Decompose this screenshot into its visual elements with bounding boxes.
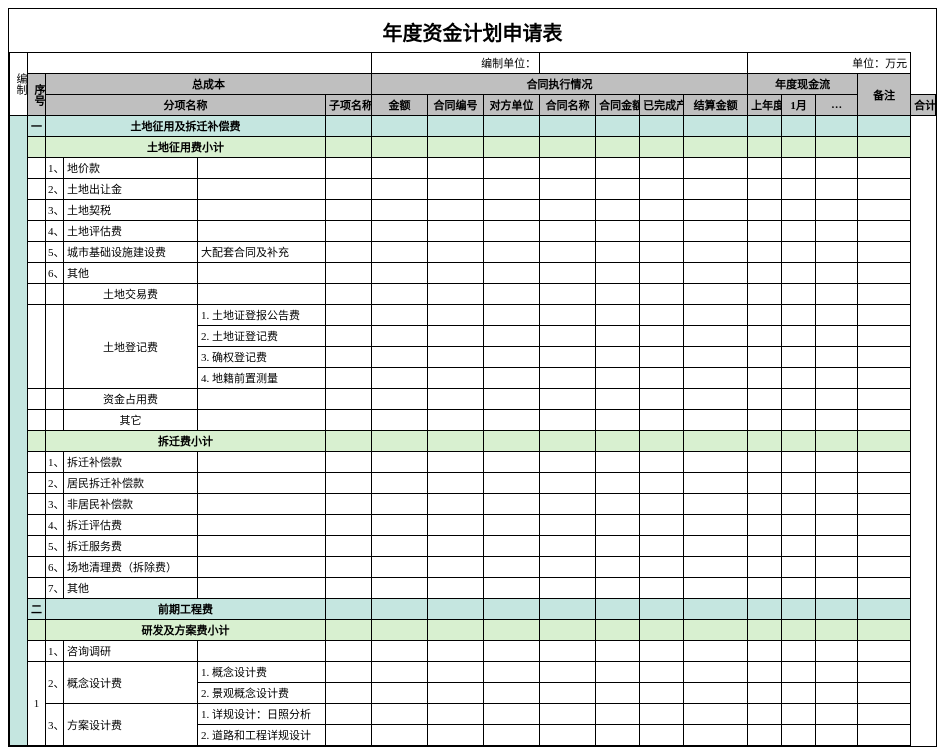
section-1a: 土地征用费小计 <box>10 137 936 158</box>
col-category: 分项名称 <box>46 95 326 116</box>
row-d7: 7、其他 <box>10 578 936 599</box>
section-2-title: 前期工程费 <box>46 599 326 620</box>
org-label: 编制单位： <box>372 53 540 74</box>
group-contract: 合同执行情况 <box>372 74 748 95</box>
row-p3a: 3、方案设计费1. 详规设计：日照分析 <box>10 704 936 725</box>
col-counterparty: 对方单位 <box>484 95 540 116</box>
row-d2: 2、居民拆迁补偿款 <box>10 473 936 494</box>
row-r4: 4、土地评估费 <box>10 221 936 242</box>
group-cost: 总成本 <box>46 74 372 95</box>
page-container: 年度资金计划申请表 编制 编制单位： 单位：万元 序号 总成本 合同执行情况 年… <box>8 8 937 747</box>
col-prev-cum-paid: 上年度累计已付金额 <box>748 95 782 116</box>
row-d1: 1、拆迁补偿款 <box>10 452 936 473</box>
serial-header: 序号 <box>28 74 46 116</box>
row-d3: 3、非居民补偿款 <box>10 494 936 515</box>
row-d4: 4、拆迁评估费 <box>10 515 936 536</box>
section-1a-title: 土地征用费小计 <box>46 137 326 158</box>
section-2a-title: 研发及方案费小计 <box>46 620 326 641</box>
col-month1: 1月 <box>782 95 816 116</box>
row-r6d: 其它 <box>10 410 936 431</box>
row-r1: 1、地价款 <box>10 158 936 179</box>
page-title: 年度资金计划申请表 <box>9 17 936 46</box>
col-amount: 金额 <box>372 95 428 116</box>
section-2-idx: 二 <box>28 599 46 620</box>
header-row-1: 序号 总成本 合同执行情况 年度现金流 备注 <box>10 74 936 95</box>
section-1b-title: 拆迁费小计 <box>46 431 326 452</box>
row-d6: 6、场地清理费（拆除费） <box>10 557 936 578</box>
meta-row: 编制 编制单位： 单位：万元 <box>10 53 936 74</box>
section-1-title: 土地征用及拆迁补偿费 <box>46 116 326 137</box>
row-r6a: 土地交易费 <box>10 284 936 305</box>
org-value <box>540 53 748 74</box>
col-contract-amount: 合同金额 <box>596 95 640 116</box>
section-1b: 拆迁费小计 <box>10 431 936 452</box>
row-r5: 5、城市基础设施建设费大配套合同及补充 <box>10 242 936 263</box>
left-stub <box>10 116 28 746</box>
col-settle-amount: 结算金额 <box>684 95 748 116</box>
meta-blank-left <box>28 53 372 74</box>
row-p2a: 12、概念设计费1. 概念设计费 <box>10 662 936 683</box>
meta-left-label: 编制 <box>10 53 28 116</box>
col-completed-output: 已完成产值 <box>640 95 684 116</box>
section-1: 一 土地征用及拆迁补偿费 <box>10 116 936 137</box>
col-contract-name: 合同名称 <box>540 95 596 116</box>
col-total: 合计 <box>911 95 936 116</box>
row-p1: 1、咨询调研 <box>10 641 936 662</box>
col-subitem: 子项名称 <box>326 95 372 116</box>
col-month-dots: … <box>816 95 858 116</box>
section-2a: 研发及方案费小计 <box>10 620 936 641</box>
row-r3: 3、土地契税 <box>10 200 936 221</box>
group-cashflow: 年度现金流 <box>748 74 858 95</box>
col-remark: 备注 <box>858 74 911 116</box>
main-table: 编制 编制单位： 单位：万元 序号 总成本 合同执行情况 年度现金流 备注 分项… <box>9 52 936 746</box>
unit-label: 单位：万元 <box>748 53 911 74</box>
row-r6b1: 土地登记费1. 土地证登报公告费 <box>10 305 936 326</box>
section-1-idx: 一 <box>28 116 46 137</box>
row-r2: 2、土地出让金 <box>10 179 936 200</box>
col-contract-no: 合同编号 <box>428 95 484 116</box>
section-2: 二 前期工程费 <box>10 599 936 620</box>
row-d5: 5、拆迁服务费 <box>10 536 936 557</box>
row-r6: 6、其他 <box>10 263 936 284</box>
row-r6c: 资金占用费 <box>10 389 936 410</box>
